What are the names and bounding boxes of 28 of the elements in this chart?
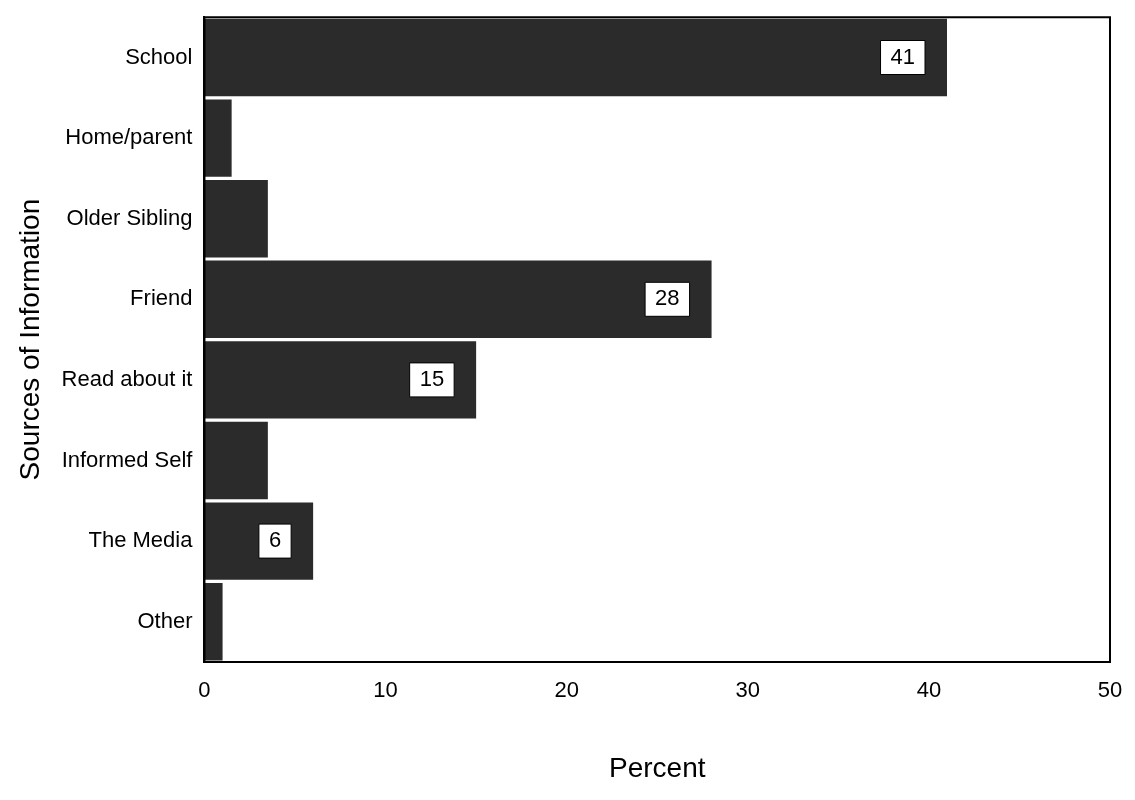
- x-tick-label: 0: [198, 677, 211, 703]
- data-label: 6: [268, 527, 282, 553]
- bar: [204, 583, 223, 661]
- bar: [204, 18, 948, 97]
- x-axis-title: Percent: [608, 751, 706, 783]
- x-tick-label: 10: [373, 677, 398, 703]
- y-tick-label: Older Sibling: [66, 204, 193, 230]
- bar: [204, 99, 232, 177]
- y-axis-title: Sources of Information: [13, 198, 45, 481]
- y-tick-label: School: [125, 43, 193, 69]
- y-tick-label: Other: [137, 607, 193, 633]
- y-tick-label: The Media: [88, 527, 194, 553]
- x-tick-label: 40: [916, 677, 942, 703]
- data-label: 15: [419, 365, 445, 391]
- y-tick-label: Home/parent: [65, 124, 193, 150]
- data-label: 28: [655, 285, 680, 311]
- bar: [204, 180, 268, 258]
- bar: [204, 341, 477, 419]
- bar: [204, 502, 314, 580]
- x-tick-label: 50: [1097, 677, 1123, 703]
- y-tick-label: Informed Self: [61, 446, 194, 472]
- data-label: 41: [890, 43, 916, 69]
- y-tick-label: Friend: [130, 285, 193, 311]
- bar: [204, 260, 712, 338]
- bar: [204, 421, 268, 500]
- y-tick-label: Read about it: [61, 365, 193, 391]
- x-tick-label: 30: [735, 677, 761, 703]
- x-tick-label: 20: [554, 677, 579, 703]
